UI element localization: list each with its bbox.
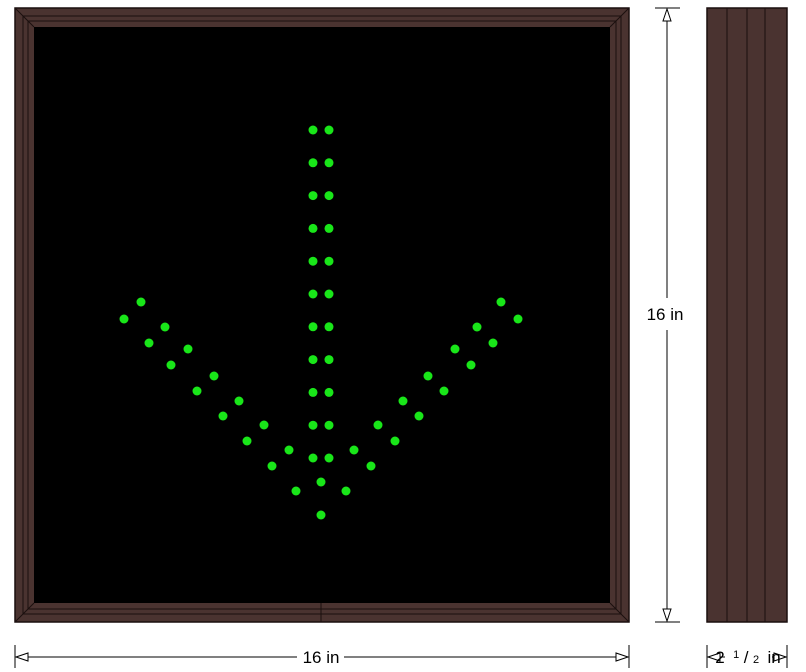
led-dot — [324, 158, 334, 168]
led-dot — [324, 125, 334, 135]
miter-top-right — [609, 7, 630, 28]
frame-inner-bevel — [22, 15, 622, 615]
led-dot — [398, 396, 408, 406]
led-dot — [166, 360, 176, 370]
led-dot — [183, 344, 193, 354]
led-dot — [267, 461, 277, 471]
led-dot — [349, 445, 359, 455]
side-view — [706, 7, 788, 623]
led-dot — [136, 297, 146, 307]
led-dot — [423, 371, 433, 381]
depth-numerator: 1 — [733, 649, 739, 661]
height-label: 16 in — [647, 305, 684, 324]
led-dot — [308, 158, 318, 168]
led-dot — [488, 338, 498, 348]
led-dot — [466, 360, 476, 370]
height-arrow-up — [662, 7, 672, 22]
led-dot — [259, 420, 269, 430]
led-dot — [324, 420, 334, 430]
led-dot — [316, 477, 326, 487]
led-dot — [284, 445, 294, 455]
led-dot — [119, 314, 129, 324]
led-dot — [496, 297, 506, 307]
depth-arrow-left — [706, 652, 721, 662]
front-view — [14, 7, 630, 623]
led-dot — [308, 223, 318, 233]
led-dot — [234, 396, 244, 406]
height-arrow-down — [662, 608, 672, 623]
width-label: 16 in — [303, 648, 340, 667]
led-dot — [414, 411, 424, 421]
led-dot — [341, 486, 351, 496]
led-dot — [324, 223, 334, 233]
led-dot — [324, 191, 334, 201]
depth-denominator: 2 — [753, 654, 759, 666]
led-dot — [324, 322, 334, 332]
depth-label: 2 1 / 2 in — [715, 645, 781, 667]
led-dot — [308, 125, 318, 135]
led-dot — [513, 314, 523, 324]
led-dot — [390, 436, 400, 446]
led-dot — [308, 420, 318, 430]
depth-unit: in — [768, 648, 781, 667]
height-dimension: 16 in — [647, 7, 684, 623]
led-dot — [308, 289, 318, 299]
led-dot — [308, 387, 318, 397]
display-screen — [34, 27, 610, 603]
led-dot — [324, 289, 334, 299]
led-dot — [242, 436, 252, 446]
led-dot — [324, 256, 334, 266]
led-dot — [160, 322, 170, 332]
width-dimension: 16 in — [14, 645, 630, 668]
led-dot — [324, 453, 334, 463]
width-arrow-left — [14, 652, 29, 662]
frame-inner-bevel-2 — [27, 20, 617, 610]
miter-bottom-left — [14, 602, 35, 623]
miter-top-left — [14, 7, 35, 28]
width-arrow-right — [615, 652, 630, 662]
led-dot — [209, 371, 219, 381]
led-dot — [308, 191, 318, 201]
led-dot — [450, 344, 460, 354]
led-dot — [308, 355, 318, 365]
led-dot — [308, 256, 318, 266]
led-dot — [308, 453, 318, 463]
depth-whole: 2 — [715, 648, 724, 667]
led-dot — [472, 322, 482, 332]
led-arrow — [119, 125, 523, 520]
led-dot — [324, 355, 334, 365]
miter-bottom-right — [609, 602, 630, 623]
led-dot — [192, 386, 202, 396]
led-dot — [291, 486, 301, 496]
led-dot — [316, 510, 326, 520]
led-dot — [366, 461, 376, 471]
depth-fraction-slash: / — [744, 648, 749, 667]
led-dot — [144, 338, 154, 348]
depth-dimension: 2 1 / 2 in — [706, 645, 788, 668]
led-dot — [218, 411, 228, 421]
led-dot — [373, 420, 383, 430]
led-dot — [324, 387, 334, 397]
depth-arrow-right — [773, 652, 788, 662]
led-dot — [439, 386, 449, 396]
led-dot — [308, 322, 318, 332]
